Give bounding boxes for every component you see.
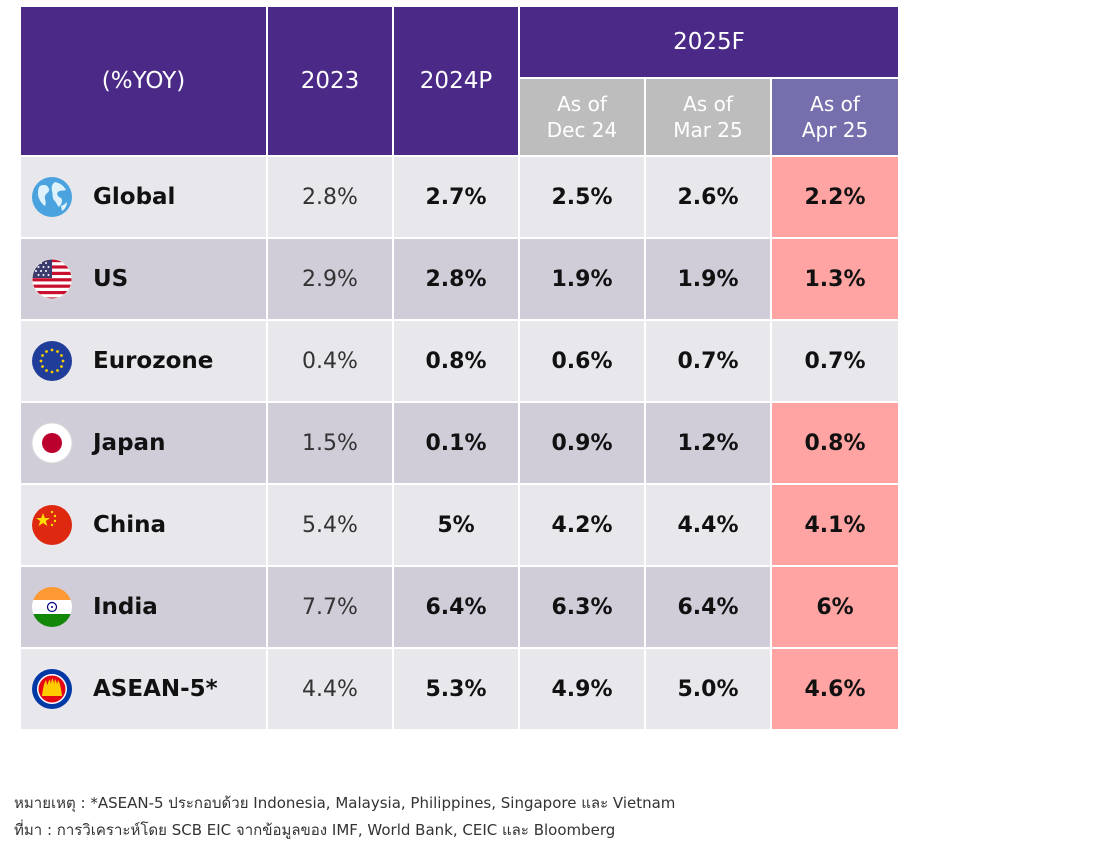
- country-name: Global: [93, 184, 176, 210]
- table-row-global: Global 2.8% 2.7% 2.5% 2.6% 2.2%: [19, 155, 901, 239]
- footnote-remark: หมายเหตุ : *ASEAN-5 ประกอบด้วย Indonesia…: [14, 794, 676, 812]
- header-2023: 2023: [266, 5, 394, 157]
- country-name: Eurozone: [93, 348, 214, 374]
- header-2025f: 2025F: [517, 5, 901, 79]
- globe-icon: [32, 177, 72, 217]
- value-dec24: 6.3%: [518, 565, 646, 649]
- india-flag-icon: [32, 587, 72, 627]
- country-cell: Global: [19, 155, 268, 239]
- value-mar25: 6.4%: [644, 565, 772, 649]
- us-flag-icon: [31, 258, 73, 300]
- value-2024p: 0.8%: [392, 319, 520, 403]
- value-apr25: 1.3%: [769, 237, 901, 321]
- table-row-asean5: ASEAN-5* 4.4% 5.3% 4.9% 5.0% 4.6%: [19, 647, 901, 731]
- value-dec24: 4.2%: [518, 483, 646, 567]
- china-flag-icon: [32, 505, 72, 545]
- value-2023: 0.4%: [266, 319, 394, 403]
- footnotes: หมายเหตุ : *ASEAN-5 ประกอบด้วย Indonesia…: [14, 790, 675, 844]
- subheader-apr25-line2: Apr 25: [801, 118, 869, 142]
- value-apr25: 6%: [769, 565, 901, 649]
- table-row-china: China 5.4% 5% 4.2% 4.4% 4.1%: [19, 483, 901, 567]
- value-2023: 2.9%: [266, 237, 394, 321]
- value-2024p: 5.3%: [392, 647, 520, 731]
- footnote-source: ที่มา : การวิเคราะห์โดย SCB EIC จากข้อมู…: [14, 821, 616, 839]
- value-dec24: 4.9%: [518, 647, 646, 731]
- header-yoy-label: (%YOY): [19, 5, 268, 157]
- country-cell: Eurozone: [19, 319, 268, 403]
- country-name: Japan: [93, 430, 166, 456]
- country-name: China: [93, 512, 167, 538]
- country-cell: Japan: [19, 401, 268, 485]
- value-mar25: 1.9%: [644, 237, 772, 321]
- value-apr25: 2.2%: [769, 155, 901, 239]
- subheader-apr25-line1: As of: [810, 92, 860, 116]
- value-2024p: 0.1%: [392, 401, 520, 485]
- value-2023: 1.5%: [266, 401, 394, 485]
- value-2024p: 6.4%: [392, 565, 520, 649]
- subheader-apr25: As of Apr 25: [769, 77, 901, 157]
- value-apr25: 0.7%: [769, 319, 901, 403]
- value-2023: 4.4%: [266, 647, 394, 731]
- value-2024p: 5%: [392, 483, 520, 567]
- value-mar25: 1.2%: [644, 401, 772, 485]
- country-name: India: [93, 594, 158, 620]
- value-2024p: 2.7%: [392, 155, 520, 239]
- value-mar25: 4.4%: [644, 483, 772, 567]
- table-row-us: US 2.9% 2.8% 1.9% 1.9% 1.3%: [19, 237, 901, 321]
- japan-flag-icon: [31, 422, 73, 464]
- header-2024p: 2024P: [392, 5, 520, 157]
- value-mar25: 5.0%: [644, 647, 772, 731]
- subheader-mar25-line2: Mar 25: [673, 118, 743, 142]
- eu-flag-icon: [32, 341, 72, 381]
- value-2023: 2.8%: [266, 155, 394, 239]
- table-row-japan: Japan 1.5% 0.1% 0.9% 1.2% 0.8%: [19, 401, 901, 485]
- value-2023: 7.7%: [266, 565, 394, 649]
- country-cell: India: [19, 565, 268, 649]
- value-mar25: 0.7%: [644, 319, 772, 403]
- table-row-eurozone: Eurozone 0.4% 0.8% 0.6% 0.7% 0.7%: [19, 319, 901, 403]
- value-mar25: 2.6%: [644, 155, 772, 239]
- value-apr25: 0.8%: [769, 401, 901, 485]
- subheader-mar25: As of Mar 25: [644, 77, 772, 157]
- subheader-dec24-line2: Dec 24: [546, 118, 618, 142]
- value-dec24: 0.6%: [518, 319, 646, 403]
- value-2023: 5.4%: [266, 483, 394, 567]
- subheader-dec24: As of Dec 24: [518, 77, 646, 157]
- country-cell: ASEAN-5*: [19, 647, 268, 731]
- value-dec24: 2.5%: [518, 155, 646, 239]
- value-apr25: 4.6%: [769, 647, 901, 731]
- subheader-mar25-line1: As of: [683, 92, 733, 116]
- value-dec24: 0.9%: [518, 401, 646, 485]
- country-name: US: [93, 266, 129, 292]
- country-name: ASEAN-5*: [93, 676, 218, 702]
- asean-flag-icon: [32, 669, 72, 709]
- country-cell: US: [19, 237, 268, 321]
- table-row-india: India 7.7% 6.4% 6.3% 6.4% 6%: [19, 565, 901, 649]
- gdp-forecast-table: (%YOY) 2023 2024P 2025F As of Dec 24 As …: [19, 5, 901, 731]
- subheader-dec24-line1: As of: [557, 92, 607, 116]
- value-dec24: 1.9%: [518, 237, 646, 321]
- value-apr25: 4.1%: [769, 483, 901, 567]
- country-cell: China: [19, 483, 268, 567]
- value-2024p: 2.8%: [392, 237, 520, 321]
